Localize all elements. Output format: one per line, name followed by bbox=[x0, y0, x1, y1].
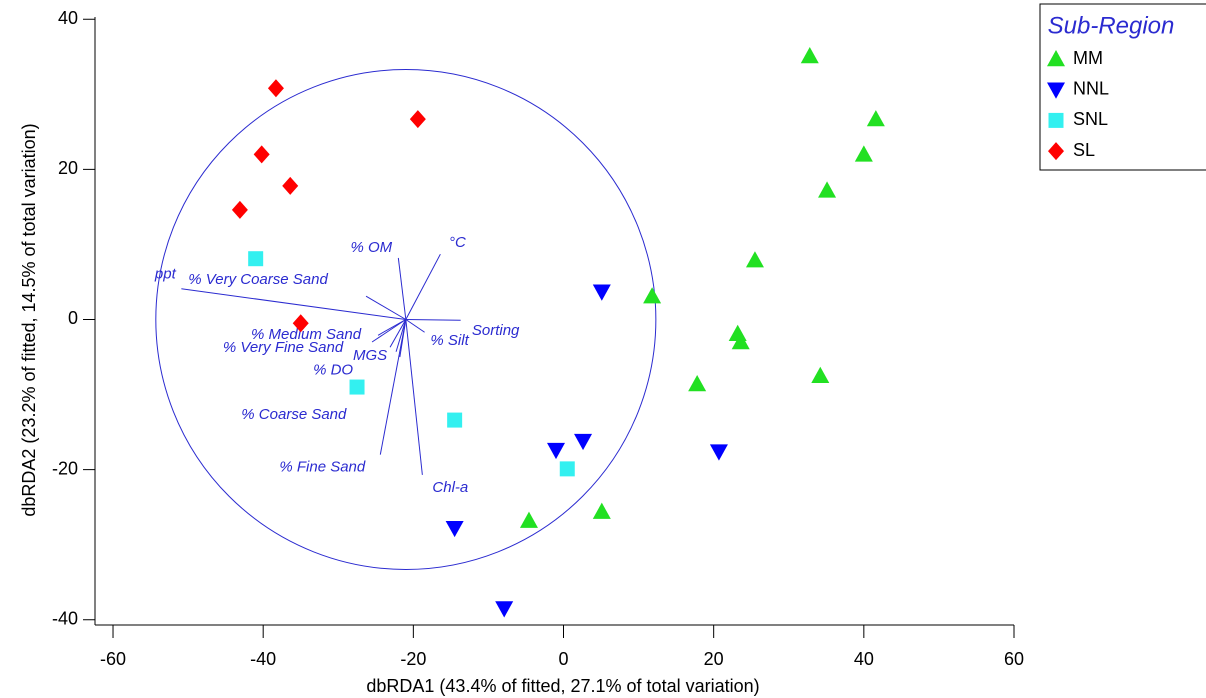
point bbox=[447, 412, 463, 428]
vector bbox=[379, 319, 407, 455]
point bbox=[592, 502, 611, 519]
vector-label: ppt bbox=[154, 266, 177, 283]
legend-title: Sub-Region bbox=[1048, 12, 1175, 39]
vector-label: Chl-a bbox=[432, 479, 468, 496]
vector bbox=[405, 253, 441, 320]
legend-label: SL bbox=[1073, 140, 1095, 160]
vector-label: % Medium Sand bbox=[251, 326, 362, 343]
point bbox=[282, 176, 299, 195]
correlation-circle bbox=[155, 69, 657, 570]
point bbox=[409, 110, 426, 129]
vector-label: % OM bbox=[350, 239, 392, 256]
point bbox=[559, 461, 575, 477]
vector-label: % DO bbox=[313, 362, 353, 379]
legend-label: SNL bbox=[1073, 109, 1108, 129]
y-tick-label: -20 bbox=[52, 458, 78, 478]
point bbox=[445, 520, 464, 538]
point bbox=[519, 511, 538, 528]
y-tick-label: -40 bbox=[52, 608, 78, 628]
legend-box bbox=[1039, 3, 1206, 171]
vector bbox=[389, 319, 407, 348]
vector bbox=[397, 257, 407, 320]
y-tick-label: 40 bbox=[58, 8, 78, 28]
point bbox=[574, 433, 593, 451]
vector bbox=[395, 319, 407, 352]
point bbox=[818, 181, 837, 198]
legend-marker bbox=[1047, 50, 1065, 67]
point bbox=[592, 284, 611, 301]
point bbox=[231, 200, 248, 219]
vector bbox=[371, 319, 407, 343]
point bbox=[547, 442, 566, 460]
vector-label: °C bbox=[449, 234, 466, 251]
vector-label: Sorting bbox=[472, 322, 520, 339]
point bbox=[688, 375, 707, 392]
legend-marker bbox=[1048, 112, 1064, 128]
x-tick-label: -40 bbox=[250, 649, 276, 669]
x-tick-label: 40 bbox=[854, 649, 874, 669]
y-axis-label: dbRDA2 (23.2% of fitted, 14.5% of total … bbox=[19, 123, 39, 516]
x-tick-label: -60 bbox=[100, 649, 126, 669]
point bbox=[248, 251, 264, 267]
x-tick-label: 60 bbox=[1004, 649, 1024, 669]
vector bbox=[405, 319, 423, 475]
point bbox=[349, 379, 365, 395]
x-tick-label: -20 bbox=[400, 649, 426, 669]
vector-label: % Coarse Sand bbox=[241, 406, 347, 423]
point bbox=[811, 366, 830, 383]
vector-label: % Very Coarse Sand bbox=[188, 271, 328, 288]
point bbox=[495, 601, 514, 618]
x-tick-label: 20 bbox=[704, 649, 724, 669]
vector bbox=[181, 288, 406, 320]
legend-marker bbox=[1048, 142, 1064, 161]
point bbox=[800, 47, 819, 64]
point bbox=[709, 444, 728, 461]
vector bbox=[405, 319, 425, 333]
x-axis-label: dbRDA1 (43.4% of fitted, 27.1% of total … bbox=[366, 676, 759, 696]
y-tick-label: 20 bbox=[58, 158, 78, 178]
legend-label: NNL bbox=[1073, 78, 1109, 98]
point bbox=[731, 333, 750, 350]
point bbox=[267, 79, 284, 98]
point bbox=[866, 110, 885, 127]
point bbox=[292, 314, 309, 333]
point bbox=[745, 251, 764, 268]
point bbox=[643, 287, 662, 304]
vector bbox=[365, 295, 407, 320]
vector-label: % Fine Sand bbox=[279, 459, 366, 476]
point bbox=[253, 145, 270, 164]
vector bbox=[405, 318, 461, 321]
legend-marker bbox=[1047, 82, 1065, 99]
x-tick-label: 0 bbox=[559, 649, 569, 669]
point bbox=[854, 145, 873, 162]
vector-label: % Very Fine Sand bbox=[223, 339, 344, 356]
vector-label: MGS bbox=[353, 347, 387, 364]
legend-label: MM bbox=[1073, 48, 1103, 68]
vector-label: % Silt bbox=[430, 332, 469, 349]
y-tick-label: 0 bbox=[68, 308, 78, 328]
